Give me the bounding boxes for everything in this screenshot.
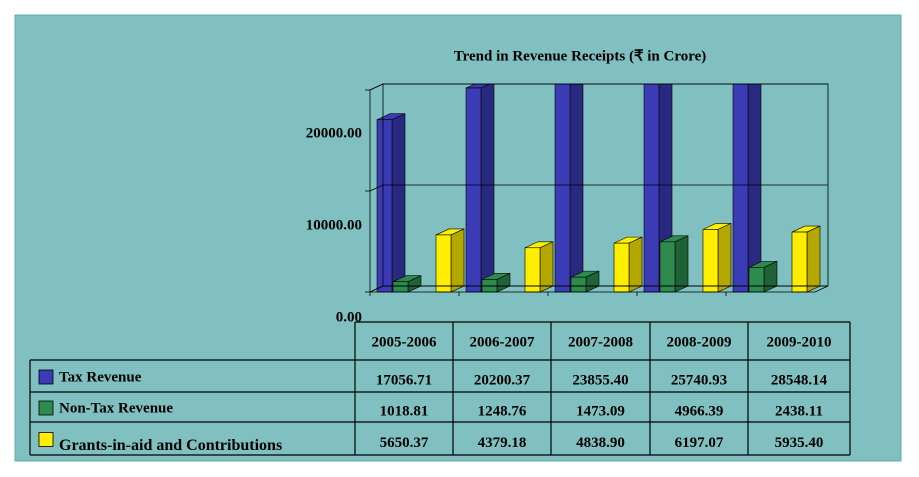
legend-label: Grants-in-aid and Contributions bbox=[59, 437, 282, 454]
table-cell: 2438.11 bbox=[775, 403, 823, 419]
bar-side bbox=[806, 225, 821, 293]
table-cell: 4838.90 bbox=[576, 435, 625, 451]
y-tick-label: 0.00 bbox=[336, 309, 362, 325]
table-cell: 6197.07 bbox=[675, 435, 724, 451]
bar-side bbox=[391, 113, 406, 293]
plot-area bbox=[376, 84, 821, 293]
bar bbox=[392, 281, 409, 293]
bar bbox=[748, 267, 765, 293]
bar-side bbox=[628, 236, 643, 293]
y-tick-label: 20000.00 bbox=[306, 125, 362, 141]
grid-line bbox=[369, 83, 384, 91]
x-tick-label: 2008-2009 bbox=[667, 334, 732, 350]
legend-swatch bbox=[38, 432, 54, 447]
legend-label: Non-Tax Revenue bbox=[59, 400, 173, 416]
bar-side bbox=[674, 235, 689, 293]
table-cell: 1473.09 bbox=[576, 403, 625, 419]
x-tick-label: 2007-2008 bbox=[568, 334, 633, 350]
bar-side bbox=[717, 222, 732, 293]
legend-label: Tax Revenue bbox=[59, 369, 142, 385]
table-cell: 25740.93 bbox=[671, 372, 727, 388]
bar bbox=[465, 87, 482, 293]
table-cell: 20200.37 bbox=[474, 372, 531, 388]
x-tick-label: 2005-2006 bbox=[372, 334, 437, 350]
bar-side bbox=[539, 241, 554, 293]
table-cell: 4966.39 bbox=[675, 403, 724, 419]
grid-line bbox=[369, 285, 384, 293]
legend-swatch bbox=[38, 369, 54, 385]
bar bbox=[613, 242, 630, 293]
legend-swatch bbox=[38, 400, 54, 416]
table-cell: 28548.14 bbox=[771, 372, 828, 388]
bar-side bbox=[450, 228, 465, 293]
bar bbox=[376, 119, 393, 293]
bar bbox=[570, 276, 587, 293]
table-cell: 17056.71 bbox=[376, 372, 432, 388]
table-cell: 1248.76 bbox=[478, 403, 527, 419]
table-cell: 23855.40 bbox=[572, 372, 628, 388]
table-cell: 5935.40 bbox=[775, 435, 824, 451]
x-tick-label: 2009-2010 bbox=[767, 334, 832, 350]
bar bbox=[659, 241, 676, 293]
grid-line bbox=[369, 184, 384, 192]
bar bbox=[791, 231, 808, 293]
bar bbox=[702, 229, 719, 293]
bar-side bbox=[480, 84, 495, 293]
y-tick-label: 10000.00 bbox=[306, 217, 362, 233]
chart-title: Trend in Revenue Receipts (₹ in Crore) bbox=[454, 48, 707, 64]
table-cell: 1018.81 bbox=[380, 403, 429, 419]
bar bbox=[554, 84, 571, 293]
table-cell: 5650.37 bbox=[380, 435, 429, 451]
bar bbox=[524, 247, 541, 293]
x-tick-label: 2006-2007 bbox=[470, 334, 535, 350]
bar bbox=[435, 234, 452, 293]
table-cell: 4379.18 bbox=[478, 435, 527, 451]
